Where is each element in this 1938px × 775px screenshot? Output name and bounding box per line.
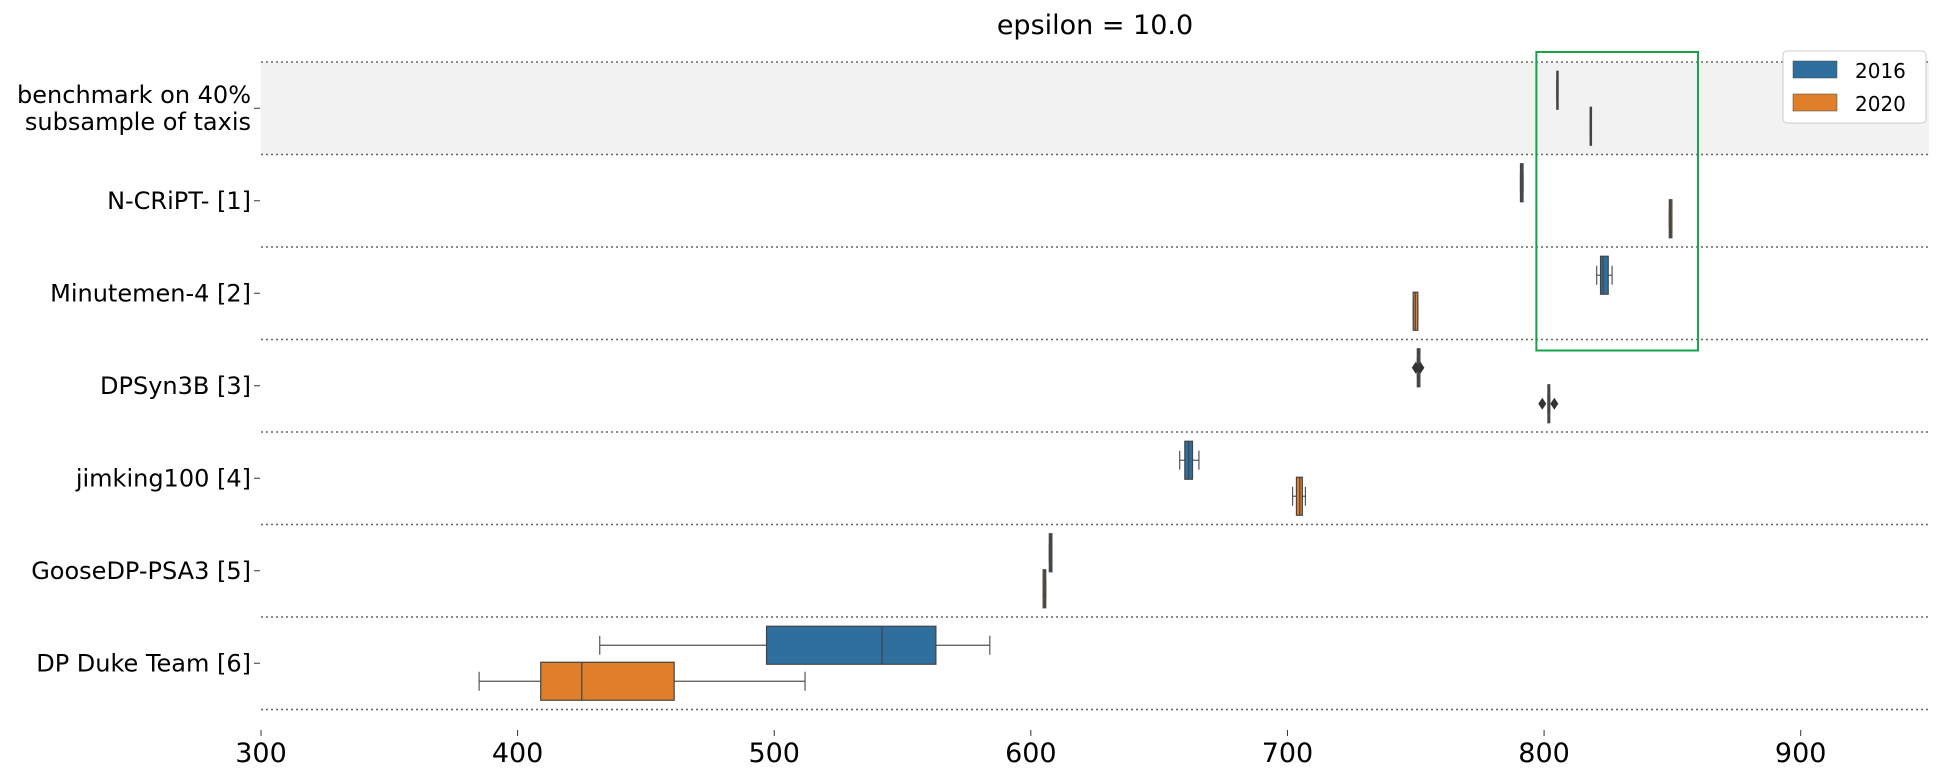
legend-label-2020: 2020 [1855,92,1906,116]
category-label: N-CRiPT- [1] [107,187,251,215]
category-label: benchmark on 40% [17,81,251,109]
category-label: Minutemen-4 [2] [50,279,251,307]
category-label: DP Duke Team [6] [36,649,251,677]
background-layer [261,62,1929,155]
x-tick-label: 600 [1005,738,1057,769]
box-dpsyn3b-3-2016-outlier [1416,361,1425,374]
highlight-rectangle [1535,51,1700,352]
x-tick-label: 900 [1775,738,1827,769]
legend-label-2016: 2016 [1855,59,1906,83]
box-dp-duke-team-6-2016-body [765,625,937,665]
x-tick-label: 800 [1518,738,1570,769]
box-dpsyn3b-3-2020-outlier [1550,397,1559,410]
x-tick-label: 500 [748,738,800,769]
category-labels: benchmark on 40%subsample of taxis N-CRiP… [17,81,260,677]
x-axis-ticks: 300 400 500 600 700 800 900 [235,730,1826,769]
category-label: DPSyn3B [3] [100,372,251,400]
category-label: subsample of taxis [25,108,251,136]
legend-swatch-2020 [1792,93,1838,112]
highlight-band-benchmark-on-40-subsample-of-taxis [261,62,1929,155]
box-layer [478,70,1673,701]
x-tick-label: 300 [235,738,287,769]
x-tick-label: 400 [492,738,544,769]
box-dpsyn3b-3-2020-outlier [1538,397,1547,410]
chart-title: epsilon = 10.0 [997,10,1193,41]
category-label: GooseDP-PSA3 [5] [31,557,251,585]
x-tick-label: 700 [1262,738,1314,769]
legend-swatch-2016 [1792,60,1838,79]
category-label: jimking100 [4] [75,464,251,492]
row-separators [261,61,1929,711]
legend: 2016 2020 [1782,50,1927,124]
box-minutemen-4-2-2016-body [1599,255,1609,295]
box-dpsyn3b-3-2016-outlier [1411,361,1420,374]
annotation-layer [1535,51,1700,352]
box-dp-duke-team-6-2020-body [540,661,675,701]
